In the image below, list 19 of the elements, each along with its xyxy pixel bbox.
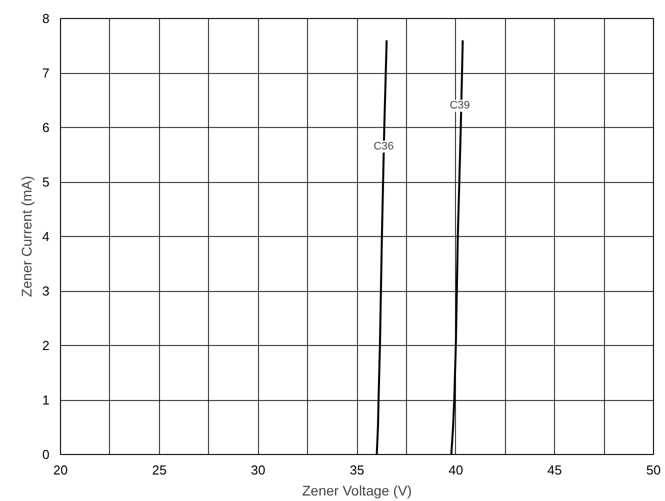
y-tick-label: 7: [42, 66, 50, 80]
y-tick-label: 4: [42, 229, 50, 244]
x-tick-label: 30: [250, 462, 266, 478]
y-axis-title: Zener Current (mA): [18, 176, 34, 298]
x-tick-label: 20: [53, 462, 68, 478]
y-tick-label: 0: [42, 447, 50, 462]
x-tick-label: 50: [646, 462, 661, 478]
y-tick-label: 1: [42, 392, 50, 408]
y-tick-label: 6: [42, 120, 50, 135]
y-tick-label: 5: [42, 174, 50, 190]
y-tick-label: 3: [42, 284, 50, 298]
x-tick-label: 25: [152, 462, 167, 478]
annotation: C39: [450, 100, 470, 112]
x-tick-label: 45: [547, 462, 562, 478]
x-axis-title: Zener Voltage (V): [302, 482, 412, 498]
y-tick-label: 2: [42, 338, 50, 353]
y-tick-label: 8: [42, 11, 50, 26]
x-tick-label: 40: [448, 462, 464, 478]
x-tick-label: 35: [350, 462, 364, 478]
